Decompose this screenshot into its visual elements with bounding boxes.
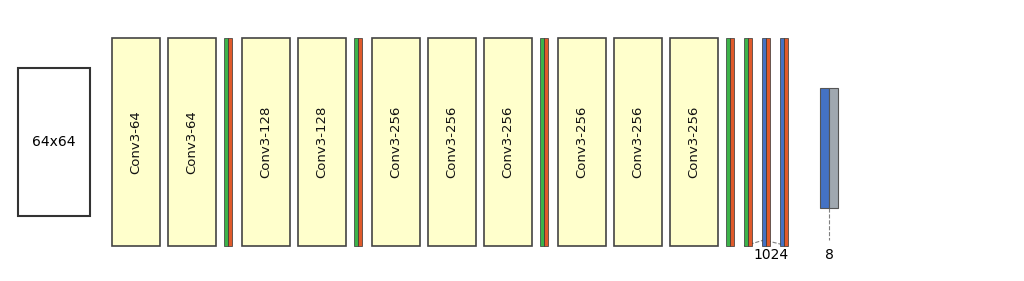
Bar bbox=[228, 38, 232, 246]
Bar bbox=[484, 38, 532, 246]
Text: Conv3-256: Conv3-256 bbox=[389, 106, 402, 178]
Bar bbox=[744, 38, 748, 246]
Text: 1024: 1024 bbox=[754, 248, 788, 262]
Bar bbox=[168, 38, 216, 246]
Bar bbox=[354, 38, 358, 246]
Text: Conv3-64: Conv3-64 bbox=[129, 110, 142, 174]
Bar bbox=[762, 38, 766, 246]
Bar bbox=[829, 88, 838, 208]
Text: 8: 8 bbox=[824, 248, 834, 262]
Bar bbox=[726, 38, 730, 246]
Bar bbox=[558, 38, 606, 246]
Bar bbox=[730, 38, 734, 246]
Bar bbox=[224, 38, 228, 246]
Text: Conv3-256: Conv3-256 bbox=[502, 106, 514, 178]
Bar bbox=[614, 38, 662, 246]
Bar bbox=[372, 38, 420, 246]
Bar bbox=[670, 38, 718, 246]
Text: Conv3-256: Conv3-256 bbox=[687, 106, 700, 178]
Text: Conv3-256: Conv3-256 bbox=[445, 106, 459, 178]
Bar bbox=[544, 38, 548, 246]
Text: Conv3-256: Conv3-256 bbox=[575, 106, 589, 178]
Text: Conv3-256: Conv3-256 bbox=[632, 106, 644, 178]
Text: Conv3-64: Conv3-64 bbox=[185, 110, 199, 174]
Bar bbox=[784, 38, 788, 246]
Bar bbox=[766, 38, 770, 246]
Bar bbox=[428, 38, 476, 246]
Bar bbox=[18, 68, 90, 216]
Bar bbox=[820, 88, 829, 208]
Bar bbox=[540, 38, 544, 246]
Bar bbox=[242, 38, 290, 246]
Text: Conv3-128: Conv3-128 bbox=[259, 106, 272, 178]
Bar bbox=[112, 38, 160, 246]
Text: Conv3-128: Conv3-128 bbox=[315, 106, 329, 178]
Text: 64x64: 64x64 bbox=[32, 135, 76, 149]
Bar bbox=[748, 38, 752, 246]
Bar bbox=[298, 38, 346, 246]
Bar bbox=[780, 38, 784, 246]
Bar bbox=[358, 38, 362, 246]
